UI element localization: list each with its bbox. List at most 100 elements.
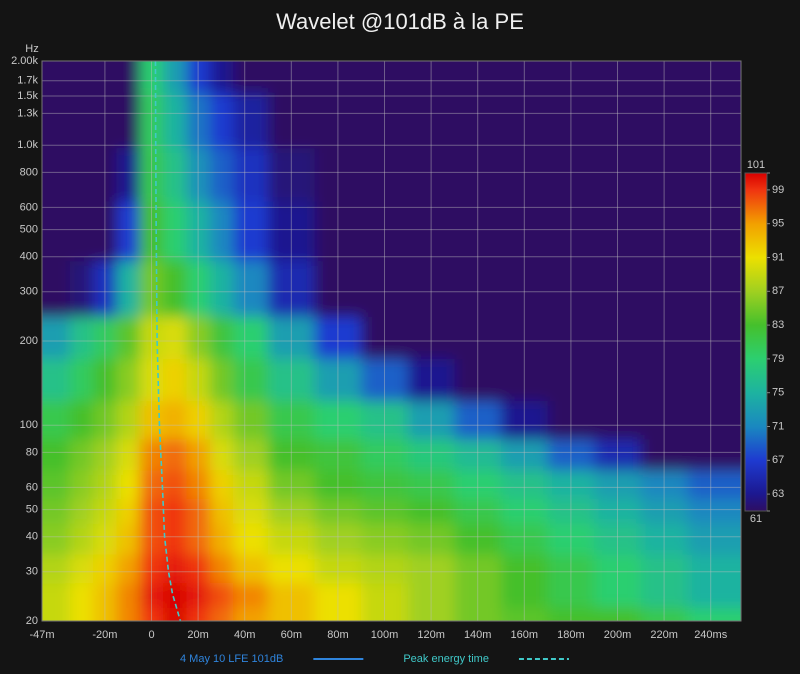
heatmap-cell bbox=[233, 358, 269, 402]
heatmap-cell bbox=[687, 316, 741, 359]
y-tick-label: 1.7k bbox=[17, 75, 38, 87]
heatmap-cell bbox=[42, 607, 71, 621]
heatmap-cell bbox=[186, 316, 211, 359]
heatmap-cell bbox=[547, 201, 595, 262]
heatmap-cell bbox=[93, 438, 118, 471]
heatmap-cell bbox=[93, 498, 118, 524]
heatmap-cell bbox=[501, 260, 549, 317]
heatmap-cell bbox=[640, 523, 688, 555]
y-tick-label: 1.0k bbox=[17, 139, 38, 151]
x-tick-label: 220m bbox=[650, 629, 678, 641]
heatmap-cell bbox=[594, 316, 642, 359]
heatmap-cell bbox=[687, 469, 741, 499]
heatmap-cell bbox=[501, 582, 549, 608]
heatmap-cell bbox=[42, 316, 71, 359]
heatmap-cell bbox=[93, 358, 118, 402]
heatmap-cell bbox=[139, 498, 164, 524]
heatmap-cell bbox=[139, 469, 164, 499]
heatmap-cell bbox=[209, 358, 234, 402]
heatmap-cell bbox=[163, 316, 187, 359]
heatmap-cell bbox=[93, 469, 118, 499]
heatmap-cell bbox=[93, 607, 118, 621]
heatmap-cell bbox=[407, 469, 455, 499]
heatmap-cell bbox=[209, 554, 234, 584]
colorbar-label: 75 bbox=[772, 387, 784, 399]
heatmap-cell bbox=[93, 201, 118, 262]
heatmap-cell bbox=[233, 61, 269, 93]
heatmap-cell bbox=[640, 469, 688, 499]
heatmap-cell bbox=[69, 147, 94, 202]
heatmap-cell bbox=[361, 607, 409, 621]
heatmap-cell bbox=[209, 400, 234, 440]
heatmap-cell bbox=[687, 400, 741, 440]
heatmap-cell bbox=[594, 147, 642, 202]
heatmap-cell bbox=[687, 438, 741, 471]
heatmap-cell bbox=[42, 469, 71, 499]
heatmap-cell bbox=[93, 61, 118, 93]
colorbar-label: 63 bbox=[772, 488, 784, 500]
heatmap-cell bbox=[361, 469, 409, 499]
heatmap-cell bbox=[233, 607, 269, 621]
heatmap-cell bbox=[454, 554, 502, 584]
y-tick-label: 100 bbox=[20, 419, 38, 431]
heatmap-cell bbox=[69, 438, 94, 471]
colorbar-label: 99 bbox=[772, 184, 784, 196]
heatmap-cell bbox=[139, 582, 164, 608]
heatmap-cell bbox=[640, 92, 688, 149]
heatmap-cell bbox=[640, 61, 688, 93]
heatmap-cell bbox=[116, 316, 141, 359]
heatmap-cell bbox=[454, 358, 502, 402]
heatmap-cell bbox=[116, 260, 141, 317]
heatmap-cell bbox=[42, 358, 71, 402]
heatmap-cell bbox=[186, 523, 211, 555]
heatmap-cell bbox=[501, 201, 549, 262]
heatmap-cell bbox=[69, 61, 94, 93]
heatmap-cell bbox=[163, 147, 187, 202]
heatmap-cell bbox=[314, 260, 362, 317]
colorbar-label: 87 bbox=[772, 285, 784, 297]
heatmap-cell bbox=[407, 147, 455, 202]
heatmap-cell bbox=[233, 316, 269, 359]
heatmap-cell bbox=[314, 400, 362, 440]
y-tick-label: 2.00k bbox=[11, 55, 38, 67]
chart-title: Wavelet @101dB à la PE bbox=[276, 9, 524, 34]
heatmap-cell bbox=[186, 607, 211, 621]
heatmap-cell bbox=[361, 201, 409, 262]
heatmap-cell bbox=[69, 358, 94, 402]
heatmap-cell bbox=[361, 498, 409, 524]
heatmap-cell bbox=[163, 582, 187, 608]
heatmap-cell bbox=[209, 147, 234, 202]
heatmap-cell bbox=[594, 554, 642, 584]
heatmap-cell bbox=[407, 260, 455, 317]
heatmap-cell bbox=[547, 260, 595, 317]
heatmap-cell bbox=[69, 582, 94, 608]
heatmap-cell bbox=[361, 61, 409, 93]
heatmap-cell bbox=[454, 147, 502, 202]
heatmap-cell bbox=[594, 523, 642, 555]
colorbar-label: 101 bbox=[747, 159, 765, 171]
x-tick-label: 60m bbox=[281, 629, 302, 641]
heatmap-cell bbox=[69, 469, 94, 499]
heatmap-cell bbox=[547, 147, 595, 202]
heatmap-cell bbox=[594, 607, 642, 621]
heatmap-cell bbox=[42, 438, 71, 471]
heatmap-cell bbox=[233, 523, 269, 555]
y-tick-label: 300 bbox=[20, 286, 38, 298]
heatmap-cell bbox=[407, 358, 455, 402]
y-tick-label: 60 bbox=[26, 481, 38, 493]
heatmap-cell bbox=[454, 469, 502, 499]
heatmap-cell bbox=[640, 400, 688, 440]
x-tick-label: 120m bbox=[417, 629, 445, 641]
heatmap-cell bbox=[69, 607, 94, 621]
heatmap-cell bbox=[163, 61, 187, 93]
heatmap-cell bbox=[186, 400, 211, 440]
heatmap-cell bbox=[687, 498, 741, 524]
heatmap-cell bbox=[407, 438, 455, 471]
heatmap-cell bbox=[407, 61, 455, 93]
heatmap-cell bbox=[116, 92, 141, 149]
heatmap bbox=[42, 61, 741, 621]
heatmap-cell bbox=[454, 201, 502, 262]
heatmap-cell bbox=[361, 358, 409, 402]
heatmap-cell bbox=[186, 498, 211, 524]
heatmap-cell bbox=[314, 554, 362, 584]
